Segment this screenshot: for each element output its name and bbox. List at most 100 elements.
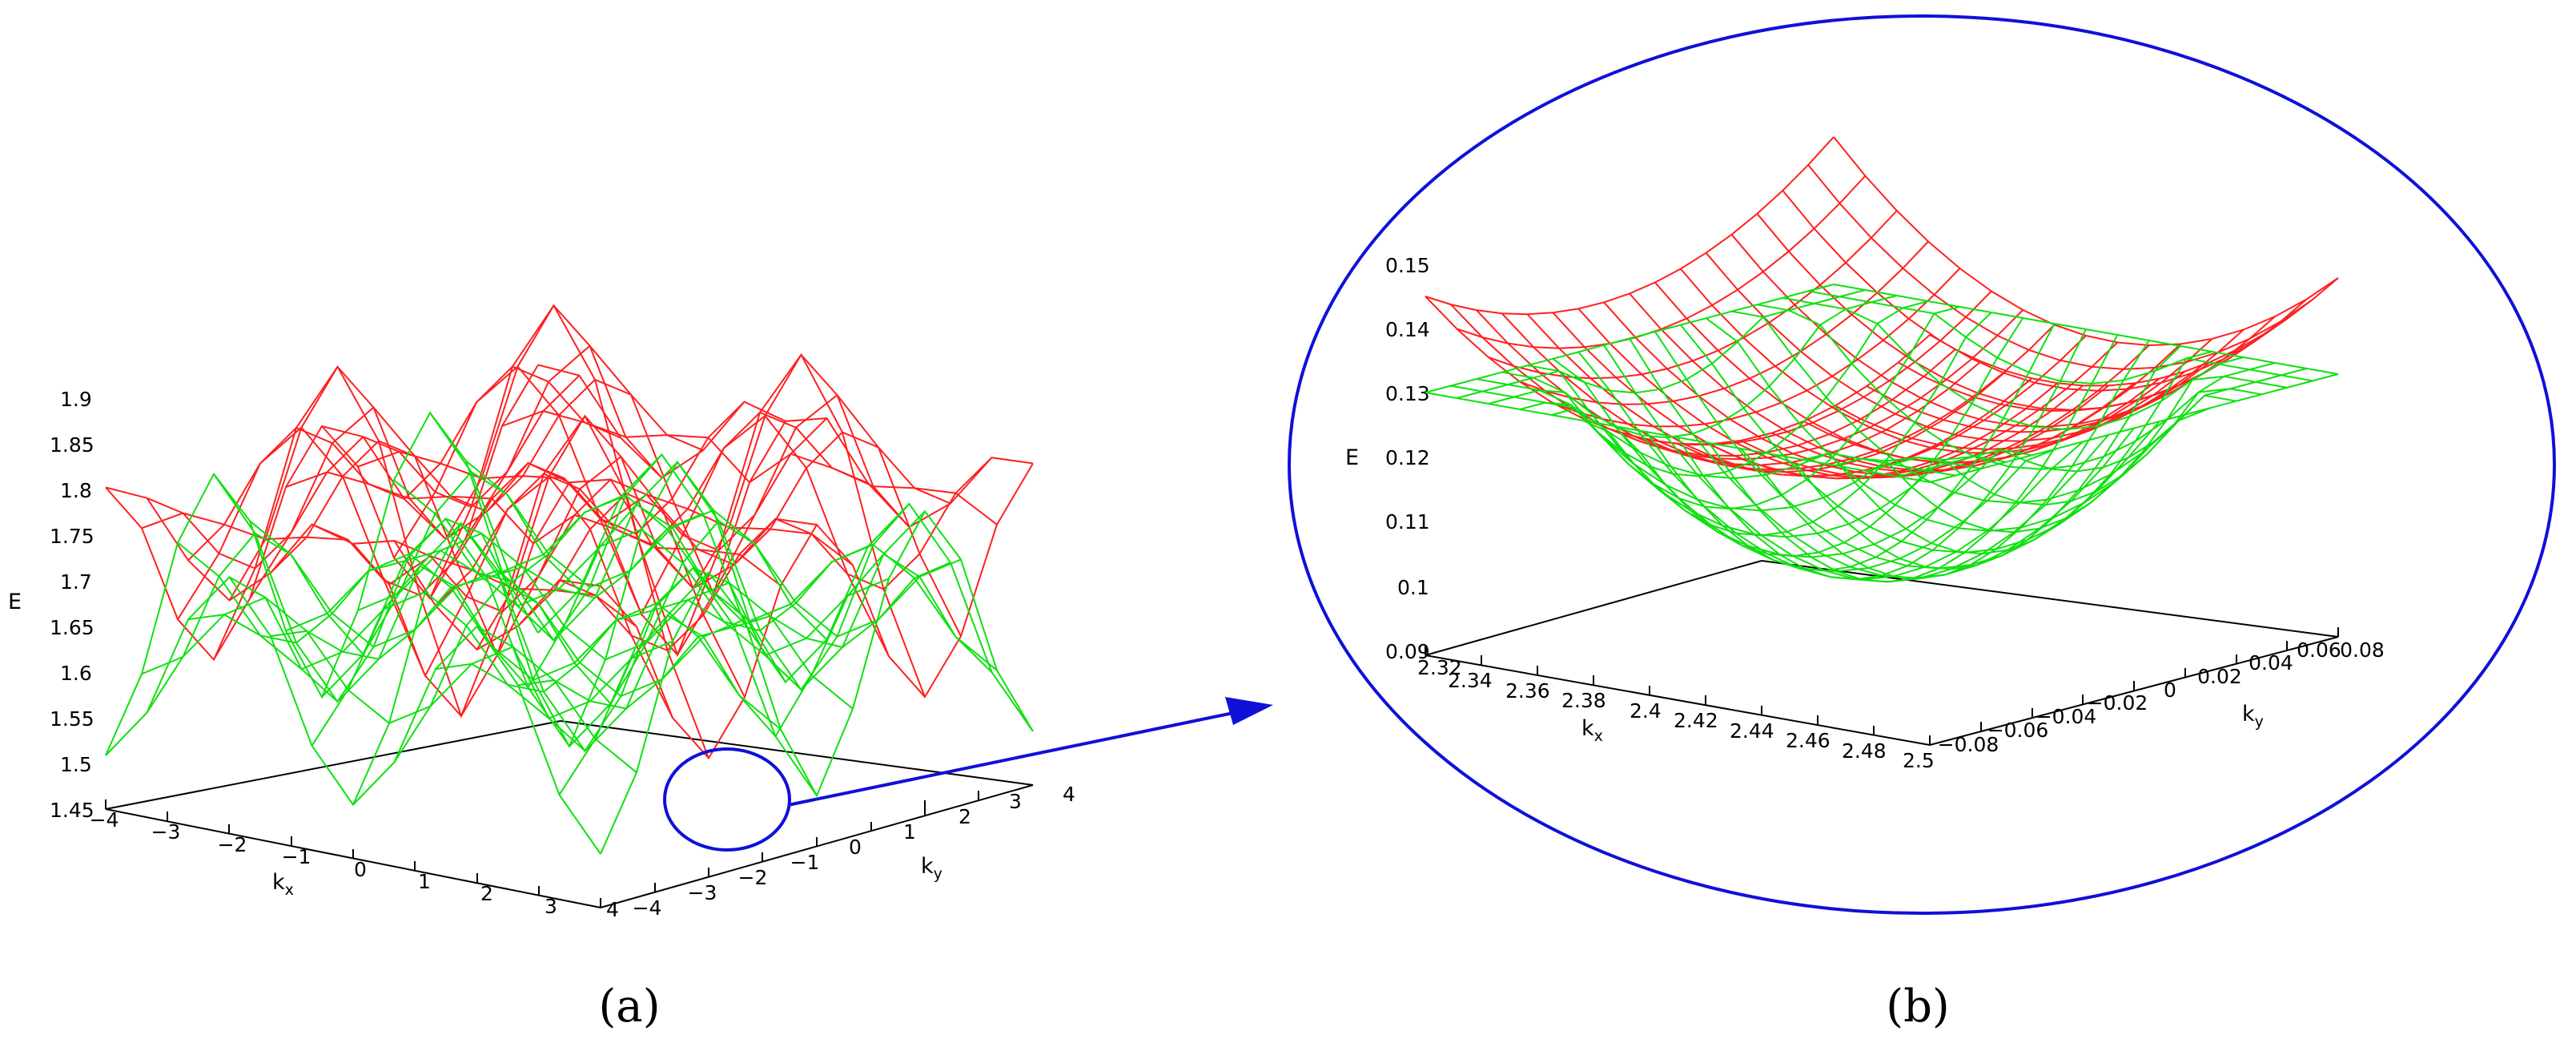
panel-a-label: (a) (598, 981, 660, 1033)
a-back-axis-line (560, 720, 1034, 786)
a-ky-label-main: k (921, 854, 934, 879)
a-upper-mesh-line (311, 401, 745, 597)
b-ky-tick: −0.06 (1987, 719, 2049, 742)
a-lower-mesh-line (352, 460, 786, 805)
b-upper-mesh-line (1833, 136, 2339, 347)
a-kx-tick: 4 (606, 898, 619, 921)
a-ky-tick: −1 (790, 851, 820, 874)
a-highlight-ellipse (663, 747, 791, 852)
zoom-arrow-head (1225, 697, 1273, 725)
a-ky-tick: −3 (688, 881, 717, 904)
a-lower-mesh-line (249, 520, 745, 698)
b-upper-mesh-line (1457, 175, 1867, 349)
b-ky-axis-label: ky (2242, 702, 2264, 731)
a-lower-mesh-line (501, 494, 998, 671)
zoom-arrow-line (787, 711, 1234, 807)
b-ky-tick: 0.02 (2197, 665, 2242, 688)
a-lower-mesh-line (105, 575, 601, 855)
a-z-tick: 1.85 (50, 433, 94, 457)
a-ky-tick: 0 (849, 836, 862, 859)
b-lower-mesh-line (1450, 385, 1956, 480)
b-lower-mesh-line (1680, 324, 2186, 554)
b-z-tick: 0.14 (1385, 318, 1430, 341)
b-kx-axis-line (1425, 654, 1931, 746)
b-upper-band-surface (1425, 136, 2339, 480)
b-upper-mesh-line (1705, 252, 2212, 442)
a-z-tick: 1.65 (50, 616, 94, 639)
a-axes (105, 720, 1034, 908)
a-z-tick: 1.9 (60, 388, 92, 411)
a-upper-mesh-line (357, 450, 854, 566)
b-z-axis-label: E (1345, 445, 1359, 470)
a-ky-axis-label: ky (921, 854, 942, 883)
a-upper-mesh-line (429, 304, 926, 698)
a-lower-mesh-line (321, 517, 818, 796)
b-ky-tick: −0.08 (1938, 733, 1999, 756)
b-upper-mesh-line (1898, 298, 2308, 412)
b-ky-tick: −0.02 (2087, 691, 2148, 715)
a-z-tick: 1.7 (60, 570, 92, 594)
a-kx-tick: 1 (418, 870, 431, 893)
b-upper-mesh-line (1425, 136, 1835, 316)
b-kx-tick: 2.42 (1674, 709, 1718, 732)
a-upper-mesh-line (537, 364, 1034, 529)
b-ky-tick: 0.04 (2248, 651, 2293, 674)
a-z-tick: 1.55 (50, 707, 94, 731)
b-upper-mesh-line (1756, 213, 2262, 411)
a-z-tick: 1.75 (50, 525, 94, 548)
a-z-tick: 1.6 (60, 662, 92, 685)
a-lower-mesh-line (177, 542, 673, 719)
b-kx-tick: 2.38 (1561, 689, 1606, 712)
a-upper-mesh-line (501, 410, 998, 526)
a-ky-tick: 3 (1009, 790, 1022, 813)
b-kx-tick: 2.5 (1903, 749, 1935, 772)
b-ky-tick: 0 (2164, 679, 2176, 702)
a-lower-mesh-line (285, 553, 782, 731)
b-upper-mesh-line (1526, 313, 2033, 477)
a-upper-mesh-line (285, 471, 782, 586)
b-kx-tick: 2.36 (1505, 679, 1550, 703)
a-kx-tick: −1 (282, 845, 311, 868)
b-kx-tick: 2.4 (1630, 699, 1662, 723)
b-ky-tick: 0.08 (2340, 638, 2385, 662)
b-z-tick: 0.1 (1397, 576, 1429, 599)
b-upper-mesh-line (1730, 234, 2237, 428)
a-back-axis-line (105, 720, 561, 810)
b-kx-tick: 2.48 (1842, 739, 1887, 763)
b-kx-tick: 2.32 (1417, 656, 1462, 679)
b-z-tick: 0.13 (1385, 382, 1430, 405)
a-kx-axis-label: kx (272, 870, 294, 899)
a-upper-mesh-line (228, 304, 663, 602)
b-ky-tick: 0.06 (2297, 638, 2341, 662)
b-upper-mesh-line (1782, 190, 2288, 392)
a-upper-mesh-line (476, 353, 910, 650)
a-upper-mesh-line (105, 486, 601, 651)
a-upper-mesh-line (321, 425, 818, 590)
a-upper-band-surface (105, 304, 1034, 760)
a-lower-mesh-line (357, 532, 854, 710)
a-z-axis-label: E (8, 590, 22, 614)
a-kx-tick: −4 (90, 808, 119, 832)
a-ky-tick: −2 (738, 866, 768, 889)
panel-a-chart: 1.9 1.85 1.8 1.75 1.7 1.65 1.6 1.55 1.5 … (8, 304, 1273, 1033)
b-upper-mesh-line (1807, 164, 2313, 370)
a-kx-tick: 2 (480, 882, 493, 905)
b-lower-mesh-line (1425, 392, 1931, 483)
b-kx-axis-label: kx (1581, 716, 1603, 745)
b-lower-mesh-line (1527, 364, 2032, 558)
a-kx-tick: −2 (218, 833, 247, 856)
b-z-tick: 0.09 (1385, 640, 1430, 663)
a-upper-mesh-line (465, 344, 962, 637)
a-ky-label-sub: y (934, 865, 942, 883)
a-upper-mesh-line (177, 426, 673, 719)
b-back-axis-line (1425, 560, 1762, 656)
b-lower-mesh-line (1551, 306, 1960, 510)
a-lower-mesh-line (141, 596, 637, 774)
a-kx-label-main: k (272, 870, 285, 895)
b-lower-mesh-line (1833, 284, 2339, 375)
b-z-tick: 0.12 (1385, 446, 1430, 469)
a-lower-mesh-line (465, 460, 962, 638)
a-kx-label-sub: x (285, 881, 294, 899)
a-lower-mesh-line (213, 473, 709, 752)
